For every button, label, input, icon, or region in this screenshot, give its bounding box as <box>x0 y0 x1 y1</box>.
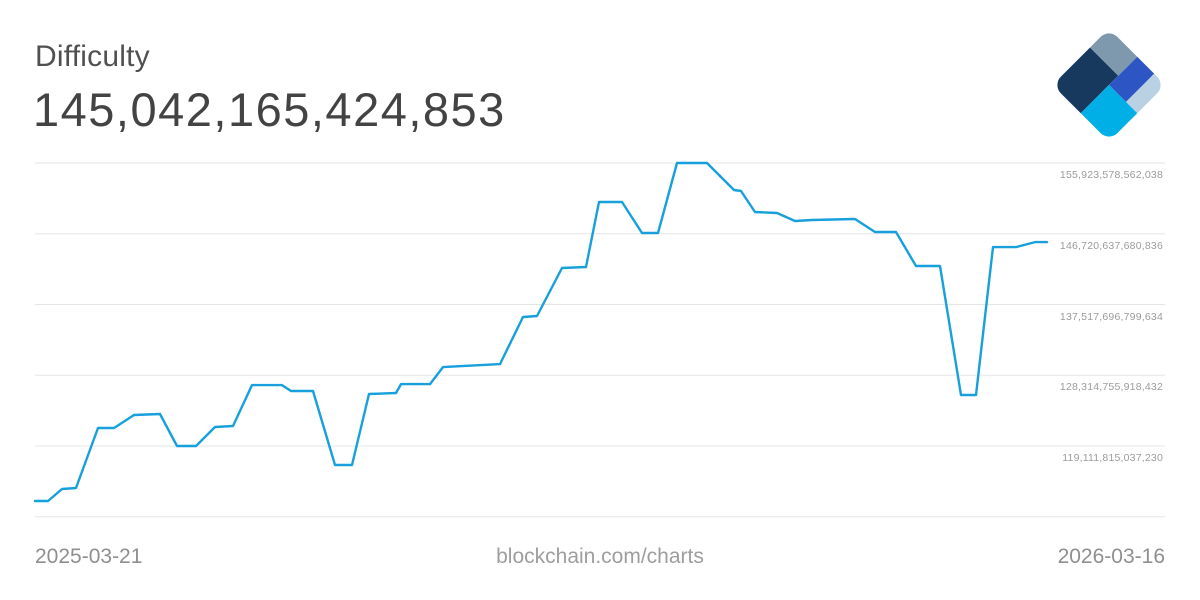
gridlines <box>35 162 1165 518</box>
difficulty-line-series <box>33 161 1049 503</box>
page-title: Difficulty <box>35 40 150 73</box>
current-difficulty-value: 145,042,165,424,853 <box>33 83 506 136</box>
watermark-link: blockchain.com/charts <box>496 545 704 568</box>
x-axis-end-date: 2026-03-16 <box>1057 545 1165 568</box>
x-axis-start-date: 2025-03-21 <box>35 545 143 568</box>
